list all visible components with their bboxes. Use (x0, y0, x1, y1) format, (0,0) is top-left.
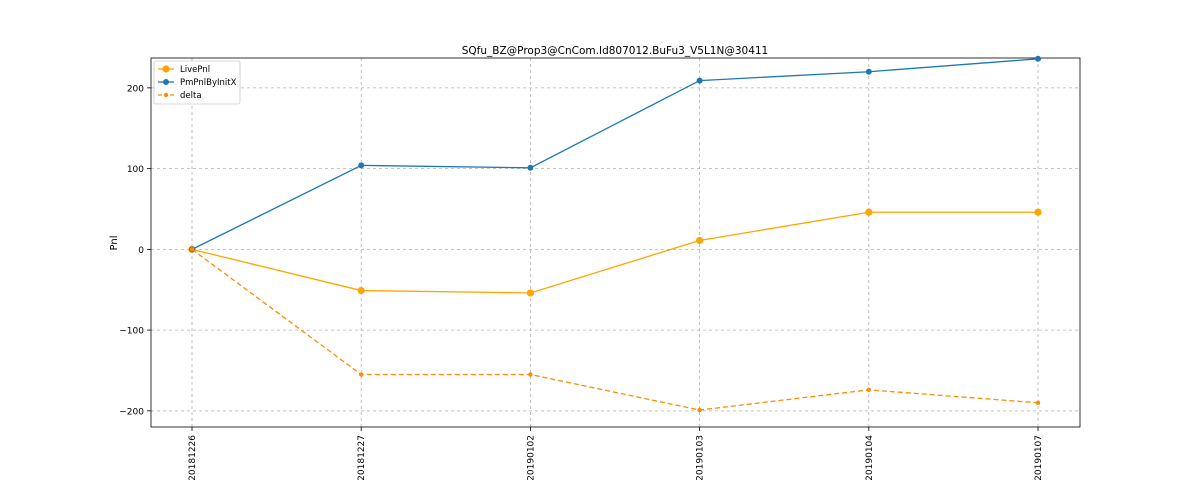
data-point-delta (866, 387, 871, 393)
legend-item: PmPnlByInitX (158, 78, 237, 88)
x-tick-label: 20181227 (357, 435, 367, 480)
legend: LivePnl PmPnlByInitX delta (153, 60, 241, 105)
data-point-PmPnlByInitX (1035, 55, 1041, 62)
data-point-LivePnl (1034, 208, 1042, 216)
data-point-delta (189, 247, 195, 252)
data-point-PmPnlByInitX (527, 164, 534, 171)
x-tick-label: 20181226 (188, 435, 198, 480)
data-point-LivePnl (357, 286, 365, 295)
y-tick-label: 100 (127, 165, 144, 175)
legend-marker (162, 65, 170, 73)
legend-marker (163, 92, 169, 98)
series-lines (188, 55, 1042, 413)
data-point-PmPnlByInitX (696, 77, 703, 84)
y-axis-label: Pnl (109, 236, 120, 251)
series-PmPnlByInitX (189, 55, 1041, 253)
data-point-LivePnl (696, 236, 704, 245)
chart-title: SQfu_BZ@Prop3@CnCom.Id807012.BuFu3_V5L1N… (462, 45, 768, 57)
x-tick-label: 20190104 (865, 435, 875, 480)
legend-item: LivePnl (158, 65, 210, 75)
series-line-PmPnlByInitX (191, 58, 1039, 250)
series-line-delta (191, 248, 1039, 411)
x-tick-label: 20190102 (526, 435, 536, 480)
legend-label: PmPnlByInitX (180, 78, 237, 88)
data-point-PmPnlByInitX (865, 68, 872, 75)
data-point-delta (1035, 400, 1041, 405)
legend-item: delta (158, 91, 202, 101)
y-tick-label: 0 (138, 246, 144, 256)
x-tick-label: 20190103 (696, 435, 706, 480)
x-tick-label: 20190107 (1034, 435, 1044, 480)
data-point-LivePnl (865, 208, 873, 216)
legend-label: LivePnl (180, 65, 210, 75)
y-tick-label: 200 (127, 84, 144, 94)
data-point-LivePnl (526, 289, 535, 297)
data-point-delta (359, 372, 364, 377)
series-line-LivePnl (191, 211, 1038, 294)
series-LivePnl (188, 208, 1042, 297)
y-tick-label: −100 (119, 327, 144, 337)
data-point-delta (697, 407, 702, 413)
y-tick-label: −200 (119, 407, 144, 417)
plot-frame (150, 57, 1081, 428)
data-point-PmPnlByInitX (358, 162, 365, 169)
data-point-delta (528, 372, 533, 377)
grid-lines (151, 58, 1080, 427)
legend-label: delta (180, 91, 202, 101)
series-delta (189, 247, 1041, 413)
legend-box (153, 60, 241, 105)
legend-marker (163, 79, 169, 85)
axis-ticks: 20181226 20181227 20190102 20190103 20190104… (119, 84, 1044, 480)
